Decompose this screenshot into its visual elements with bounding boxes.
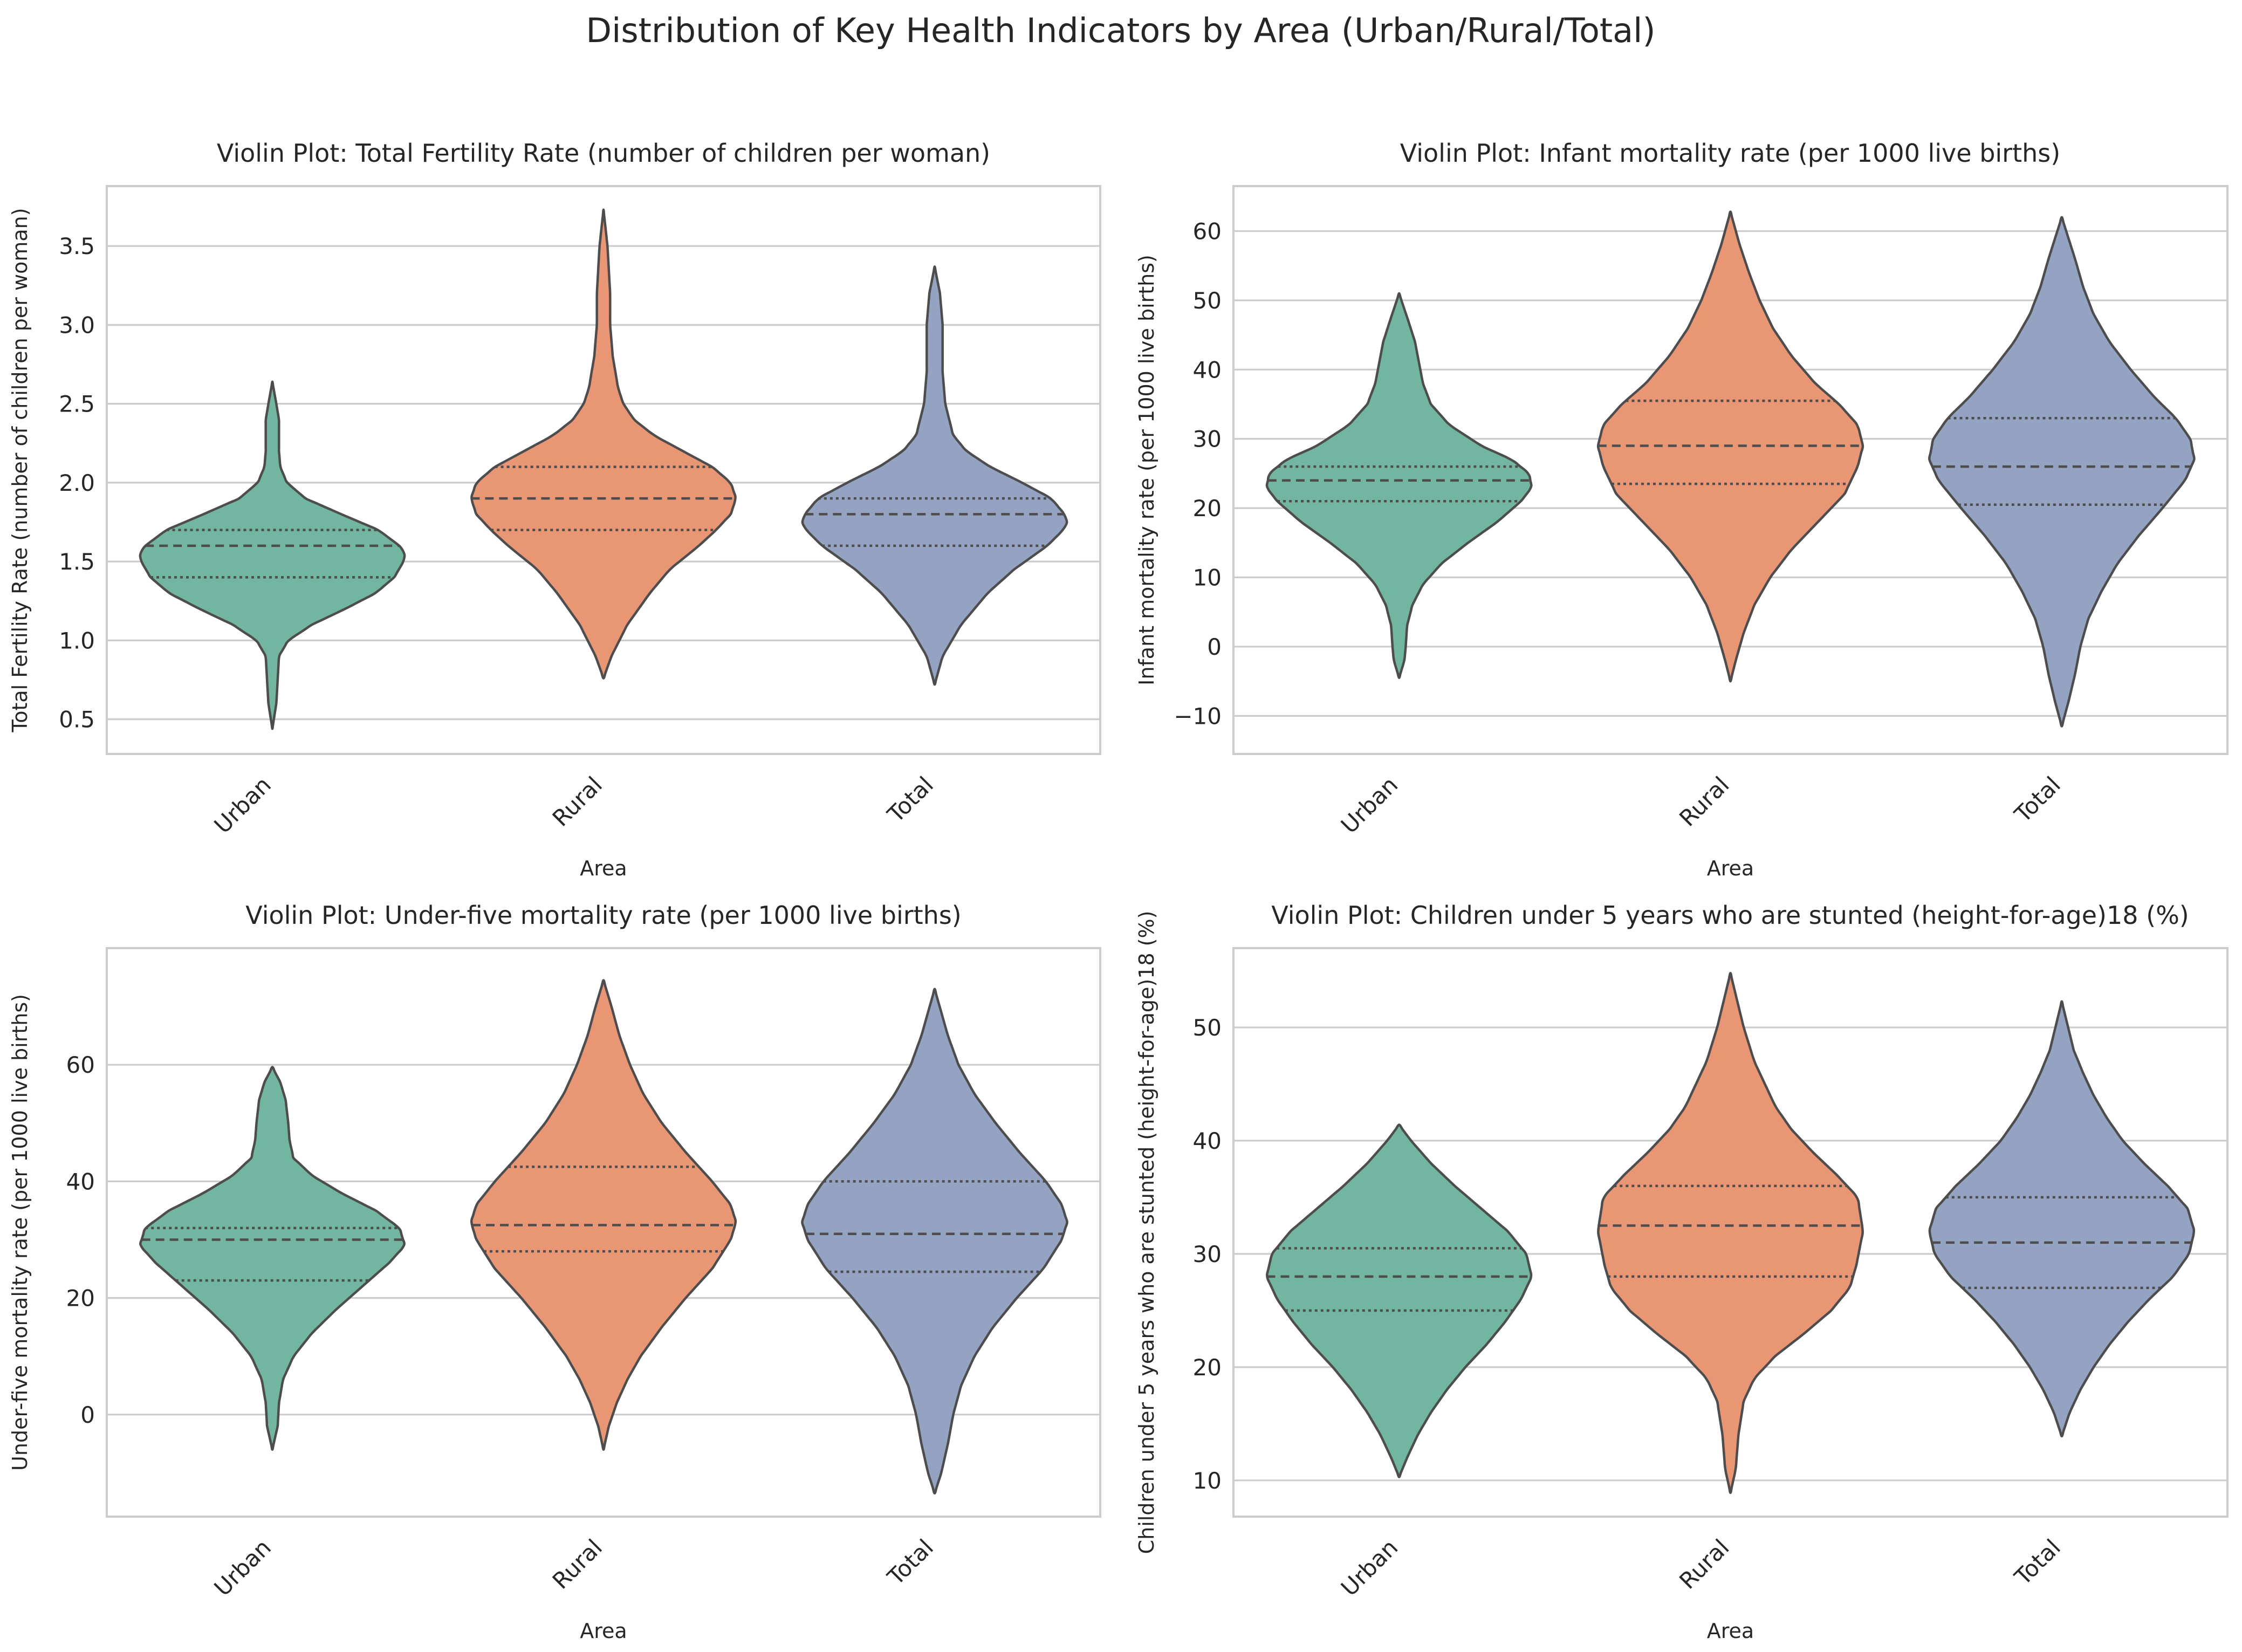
plot-frame — [1232, 185, 2229, 755]
y-tick-label: 50 — [1193, 287, 1222, 314]
violin-urban — [139, 380, 406, 730]
violin-rural — [470, 208, 737, 680]
y-axis-label: Under-five mortality rate (per 1000 live… — [8, 994, 32, 1471]
subplot-title: Violin Plot: Infant mortality rate (per … — [1400, 139, 2060, 168]
violin-total — [1928, 1000, 2196, 1438]
y-tick-label: 0 — [1207, 634, 1222, 660]
y-axis-label: Children under 5 years who are stunted (… — [1135, 911, 1158, 1554]
violin-urban — [1266, 1123, 1533, 1478]
y-tick-label: 0.5 — [59, 707, 95, 733]
y-tick-label: 30 — [1193, 426, 1222, 453]
x-axis-label: Area — [1707, 1619, 1754, 1643]
violin-total — [801, 265, 1068, 686]
plot-frame — [106, 185, 1101, 755]
y-tick-label: 20 — [1193, 495, 1222, 522]
x-axis-label: Area — [1707, 856, 1754, 880]
y-axis-label: Infant mortality rate (per 1000 live bir… — [1135, 255, 1158, 686]
y-tick-label: 2.5 — [59, 391, 95, 417]
subplot-title: Violin Plot: Under-five mortality rate (… — [245, 901, 962, 930]
violin-rural — [470, 979, 737, 1451]
violin-urban — [1265, 292, 1533, 679]
violin-urban — [139, 1066, 406, 1451]
y-tick-label: 20 — [1193, 1354, 1222, 1381]
y-tick-label: 20 — [66, 1285, 95, 1312]
y-tick-label: 60 — [66, 1052, 95, 1078]
y-tick-label: 10 — [1193, 565, 1222, 591]
y-tick-label: 10 — [1193, 1468, 1222, 1494]
x-axis-label: Area — [580, 856, 627, 880]
y-axis-label: Total Fertility Rate (number of children… — [8, 208, 32, 732]
y-tick-label: 1.5 — [59, 549, 95, 575]
y-tick-label: 60 — [1193, 218, 1222, 244]
subplot-title: Violin Plot: Children under 5 years who … — [1271, 901, 2189, 930]
y-tick-label: 0 — [80, 1402, 95, 1428]
y-tick-label: 3.0 — [59, 312, 95, 338]
y-tick-label: 40 — [1193, 357, 1222, 383]
y-tick-label: 40 — [1193, 1128, 1222, 1154]
y-tick-label: 30 — [1193, 1241, 1222, 1267]
figure-title: Distribution of Key Health Indicators by… — [586, 11, 1655, 50]
subplot-title: Violin Plot: Total Fertility Rate (numbe… — [217, 139, 990, 168]
violin-total — [1928, 216, 2196, 728]
y-tick-label: 1.0 — [59, 627, 95, 654]
y-tick-label: 50 — [1193, 1014, 1222, 1041]
violin-rural — [1597, 971, 1864, 1495]
plot-frame — [1232, 947, 2229, 1518]
y-tick-label: 3.5 — [59, 233, 95, 259]
y-tick-label: 40 — [66, 1168, 95, 1195]
y-tick-label: 2.0 — [59, 470, 95, 496]
plot-frame — [106, 947, 1101, 1518]
x-axis-label: Area — [580, 1619, 627, 1643]
violin-total — [801, 988, 1068, 1495]
y-tick-label: −10 — [1174, 703, 1222, 729]
